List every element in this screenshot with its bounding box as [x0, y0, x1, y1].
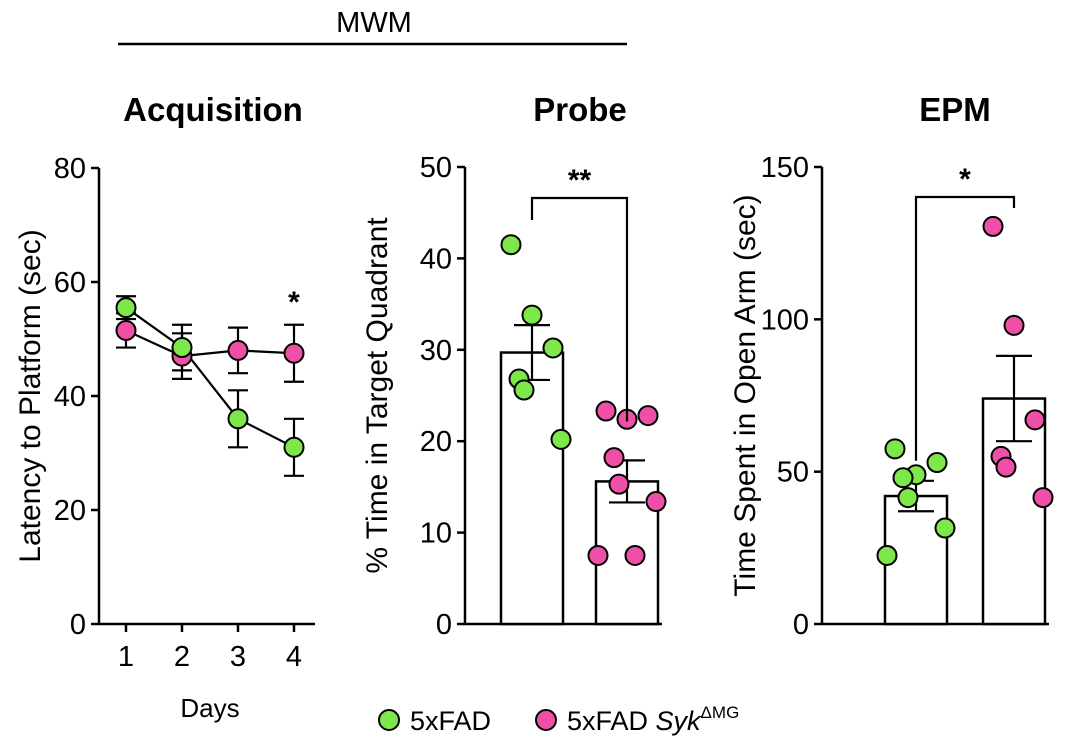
y-tick-label: 80 — [54, 153, 86, 185]
y-tick-label: 40 — [54, 381, 86, 413]
significance-marker: * — [959, 163, 971, 196]
y-tick-label: 150 — [761, 152, 809, 184]
data-point — [645, 491, 667, 513]
x-axis-label: Days — [180, 693, 239, 723]
y-tick-label: 20 — [420, 426, 452, 458]
significance-marker: * — [288, 286, 300, 319]
panel-acquisition: Acquisition 0 20 40 60 80 Latency to Platform … — [14, 91, 315, 723]
data-point — [897, 487, 919, 509]
y-axis-label: % Time in Target Quadrant — [361, 217, 394, 574]
x-tick-label: 2 — [174, 641, 190, 673]
legend-label-text: 5xFAD — [410, 706, 491, 736]
data-point — [171, 337, 193, 359]
data-point — [550, 428, 572, 450]
data-point — [513, 379, 535, 401]
y-axis-label: Latency to Platform (sec) — [14, 229, 47, 562]
legend-label: 5xFAD SykΔMG — [567, 703, 739, 736]
header-label: MWM — [336, 7, 412, 39]
data-point — [608, 473, 630, 495]
legend-label-superscript: ΔMG — [701, 703, 740, 722]
legend-marker — [535, 709, 557, 731]
data-point — [521, 304, 543, 326]
y-tick-label: 50 — [777, 457, 809, 489]
chart-title: EPM — [919, 91, 991, 128]
series-line-0 — [125, 306, 295, 449]
panel-probe: Probe 0 10 20 30 40 50 % Time in Target Quadran… — [361, 91, 667, 641]
data-point — [542, 337, 564, 359]
data-point — [587, 544, 609, 566]
legend: 5xFAD 5xFAD SykΔMG — [378, 703, 739, 736]
y-tick-label: 0 — [436, 609, 452, 641]
data-point — [624, 544, 646, 566]
data-point — [115, 319, 137, 341]
data-point — [115, 297, 137, 319]
y-tick-label: 0 — [70, 609, 86, 641]
data-point — [876, 544, 898, 566]
y-tick-label: 40 — [420, 243, 452, 275]
header: MWM — [118, 7, 627, 46]
x-tick-label: 1 — [118, 641, 134, 673]
data-point — [227, 339, 249, 361]
data-point — [892, 467, 914, 489]
y-tick-label: 30 — [420, 335, 452, 367]
data-point — [884, 438, 906, 460]
data-point — [934, 517, 956, 539]
legend-label-italic: Syk — [656, 706, 703, 736]
y-tick-label: 60 — [54, 267, 86, 299]
data-point — [500, 234, 522, 256]
significance-marker: ** — [568, 164, 592, 197]
y-tick-label: 50 — [420, 152, 452, 184]
legend-label: 5xFAD — [410, 706, 491, 736]
significance-bracket — [530, 196, 629, 422]
legend-label-text: 5xFAD — [567, 706, 656, 736]
data-point — [1003, 314, 1025, 336]
significance-bracket — [914, 195, 1016, 461]
series-line-1 — [125, 329, 295, 358]
data-point — [637, 405, 659, 427]
data-point — [1024, 409, 1046, 431]
bar — [499, 351, 565, 626]
data-point — [982, 215, 1004, 237]
chart-title: Probe — [533, 91, 627, 128]
data-point — [995, 456, 1017, 478]
data-point — [926, 452, 948, 474]
data-point — [227, 408, 249, 430]
y-tick-label: 0 — [793, 609, 809, 641]
data-point — [1032, 487, 1054, 509]
y-axis-label: Time Spent in Open Arm (sec) — [729, 194, 762, 596]
data-point — [595, 400, 617, 422]
y-tick-label: 20 — [54, 495, 86, 527]
y-tick-label: 100 — [761, 304, 809, 336]
data-point — [283, 436, 305, 458]
data-point — [603, 447, 625, 469]
x-tick-label: 3 — [230, 641, 246, 673]
data-point — [283, 342, 305, 364]
legend-marker — [378, 709, 400, 731]
x-tick-label: 4 — [286, 641, 302, 673]
panel-epm: EPM 0 50 100 150 Time Spent in Open Arm (sec)… — [729, 91, 1054, 641]
chart-title: Acquisition — [123, 91, 303, 128]
y-tick-label: 10 — [420, 518, 452, 550]
